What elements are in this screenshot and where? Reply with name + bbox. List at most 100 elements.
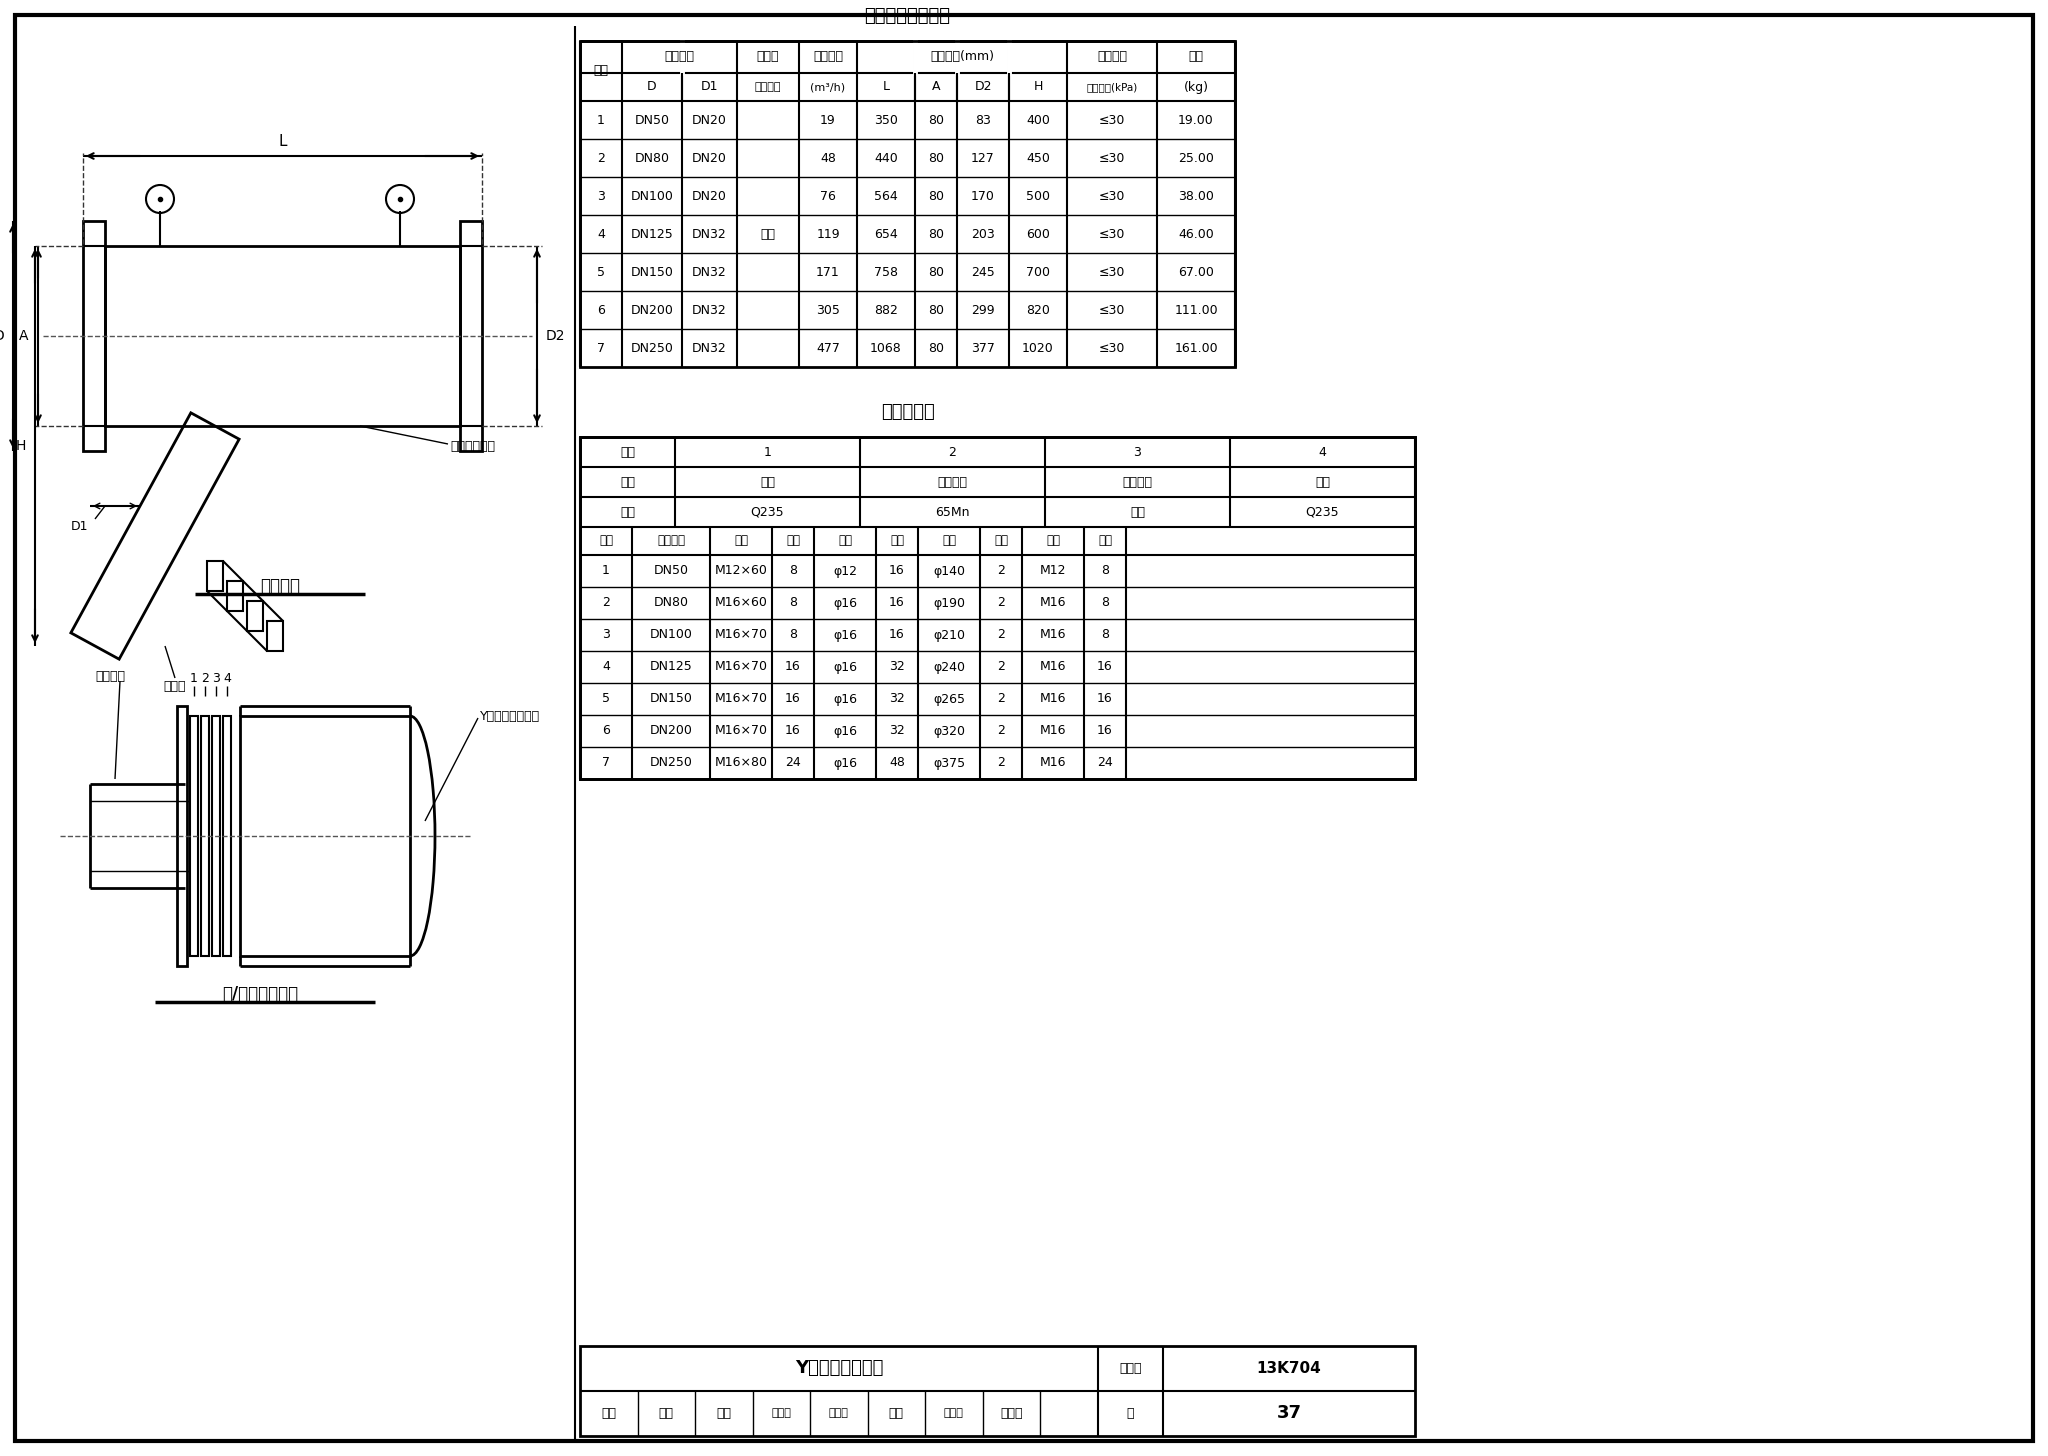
Text: 页: 页 bbox=[1126, 1406, 1135, 1420]
Text: M16×70: M16×70 bbox=[715, 629, 768, 642]
Text: 400: 400 bbox=[1026, 114, 1051, 127]
Text: 16: 16 bbox=[784, 725, 801, 738]
Text: 1020: 1020 bbox=[1022, 342, 1055, 354]
Text: 3: 3 bbox=[213, 671, 219, 684]
Text: 170: 170 bbox=[971, 189, 995, 202]
Text: DN50: DN50 bbox=[635, 114, 670, 127]
Bar bbox=[580, 41, 1235, 367]
Text: DN32: DN32 bbox=[692, 303, 727, 316]
Text: 4: 4 bbox=[598, 227, 604, 240]
Text: 尹运基: 尹运基 bbox=[999, 1406, 1022, 1420]
Text: 排污管: 排污管 bbox=[758, 51, 778, 64]
Text: 规格: 规格 bbox=[733, 534, 748, 547]
Text: 37: 37 bbox=[1276, 1405, 1300, 1423]
Text: 5: 5 bbox=[598, 265, 604, 278]
Text: 80: 80 bbox=[928, 114, 944, 127]
Text: φ16: φ16 bbox=[834, 629, 856, 642]
Text: 80: 80 bbox=[928, 227, 944, 240]
Text: φ265: φ265 bbox=[934, 693, 965, 706]
Bar bbox=[580, 437, 1415, 779]
Text: DN20: DN20 bbox=[692, 114, 727, 127]
Bar bbox=[104, 246, 461, 427]
Text: 76: 76 bbox=[819, 189, 836, 202]
Text: 32: 32 bbox=[889, 725, 905, 738]
Text: ≤30: ≤30 bbox=[1100, 265, 1124, 278]
Text: 橡胶: 橡胶 bbox=[1130, 505, 1145, 518]
Text: ≤30: ≤30 bbox=[1100, 342, 1124, 354]
Text: 7: 7 bbox=[598, 342, 604, 354]
Text: 80: 80 bbox=[928, 303, 944, 316]
Text: 25.00: 25.00 bbox=[1178, 151, 1214, 165]
Text: DN150: DN150 bbox=[631, 265, 674, 278]
Text: 进/出口法兰连接: 进/出口法兰连接 bbox=[221, 986, 299, 1003]
Text: 序号: 序号 bbox=[594, 64, 608, 77]
Text: M16: M16 bbox=[1040, 757, 1067, 770]
Text: 16: 16 bbox=[1098, 693, 1112, 706]
Text: 305: 305 bbox=[815, 303, 840, 316]
Text: M16×70: M16×70 bbox=[715, 661, 768, 674]
Text: 80: 80 bbox=[928, 151, 944, 165]
Text: M16×70: M16×70 bbox=[715, 725, 768, 738]
Text: D2: D2 bbox=[975, 80, 991, 93]
Bar bbox=[190, 716, 199, 957]
Text: A: A bbox=[18, 329, 29, 344]
Text: 数量: 数量 bbox=[1098, 534, 1112, 547]
Text: H: H bbox=[1034, 80, 1042, 93]
Text: 公称直径: 公称直径 bbox=[664, 51, 694, 64]
Text: 8: 8 bbox=[788, 565, 797, 578]
Text: DN250: DN250 bbox=[631, 342, 674, 354]
Text: ≤30: ≤30 bbox=[1100, 151, 1124, 165]
Text: 119: 119 bbox=[817, 227, 840, 240]
Text: φ375: φ375 bbox=[934, 757, 965, 770]
Text: φ240: φ240 bbox=[934, 661, 965, 674]
Text: D1: D1 bbox=[700, 80, 719, 93]
Text: 8: 8 bbox=[1102, 629, 1110, 642]
Text: 接口形式: 接口形式 bbox=[756, 82, 780, 92]
Text: 67.00: 67.00 bbox=[1178, 265, 1214, 278]
Bar bbox=[84, 221, 104, 451]
Text: 377: 377 bbox=[971, 342, 995, 354]
Text: DN32: DN32 bbox=[692, 265, 727, 278]
Text: 规格: 规格 bbox=[838, 534, 852, 547]
Text: M16×80: M16×80 bbox=[715, 757, 768, 770]
Text: DN20: DN20 bbox=[692, 151, 727, 165]
Text: 450: 450 bbox=[1026, 151, 1051, 165]
Text: 2: 2 bbox=[997, 693, 1006, 706]
Text: 4: 4 bbox=[223, 671, 231, 684]
Text: M16: M16 bbox=[1040, 725, 1067, 738]
Text: 密封垫片: 密封垫片 bbox=[1122, 476, 1153, 489]
Text: 111.00: 111.00 bbox=[1174, 303, 1219, 316]
Text: M12: M12 bbox=[1040, 565, 1067, 578]
Text: 564: 564 bbox=[874, 189, 897, 202]
Text: 19.00: 19.00 bbox=[1178, 114, 1214, 127]
Text: DN20: DN20 bbox=[692, 189, 727, 202]
Text: 16: 16 bbox=[784, 661, 801, 674]
Text: 1: 1 bbox=[764, 446, 772, 459]
Text: M16×60: M16×60 bbox=[715, 597, 768, 610]
Text: 80: 80 bbox=[928, 342, 944, 354]
Text: 700: 700 bbox=[1026, 265, 1051, 278]
Text: 2: 2 bbox=[598, 151, 604, 165]
Text: L: L bbox=[883, 80, 889, 93]
Text: 螺母: 螺母 bbox=[1315, 476, 1329, 489]
Text: φ16: φ16 bbox=[834, 757, 856, 770]
Text: 水头损失(kPa): 水头损失(kPa) bbox=[1085, 82, 1137, 92]
Text: 758: 758 bbox=[874, 265, 897, 278]
Text: 重量: 重量 bbox=[1188, 51, 1204, 64]
Text: DN50: DN50 bbox=[653, 565, 688, 578]
Text: 数量: 数量 bbox=[786, 534, 801, 547]
Text: 8: 8 bbox=[1102, 565, 1110, 578]
Text: φ12: φ12 bbox=[834, 565, 856, 578]
Bar bbox=[240, 716, 410, 957]
Text: 820: 820 bbox=[1026, 303, 1051, 316]
Text: 弹簧垫圈: 弹簧垫圈 bbox=[938, 476, 967, 489]
Text: ≤30: ≤30 bbox=[1100, 114, 1124, 127]
Text: 299: 299 bbox=[971, 303, 995, 316]
Text: 校对: 校对 bbox=[717, 1406, 731, 1420]
Text: 3: 3 bbox=[602, 629, 610, 642]
Text: M16: M16 bbox=[1040, 693, 1067, 706]
Text: 13K704: 13K704 bbox=[1257, 1361, 1321, 1376]
Text: DN125: DN125 bbox=[649, 661, 692, 674]
Text: 正立面图: 正立面图 bbox=[260, 577, 299, 596]
Text: DN200: DN200 bbox=[649, 725, 692, 738]
